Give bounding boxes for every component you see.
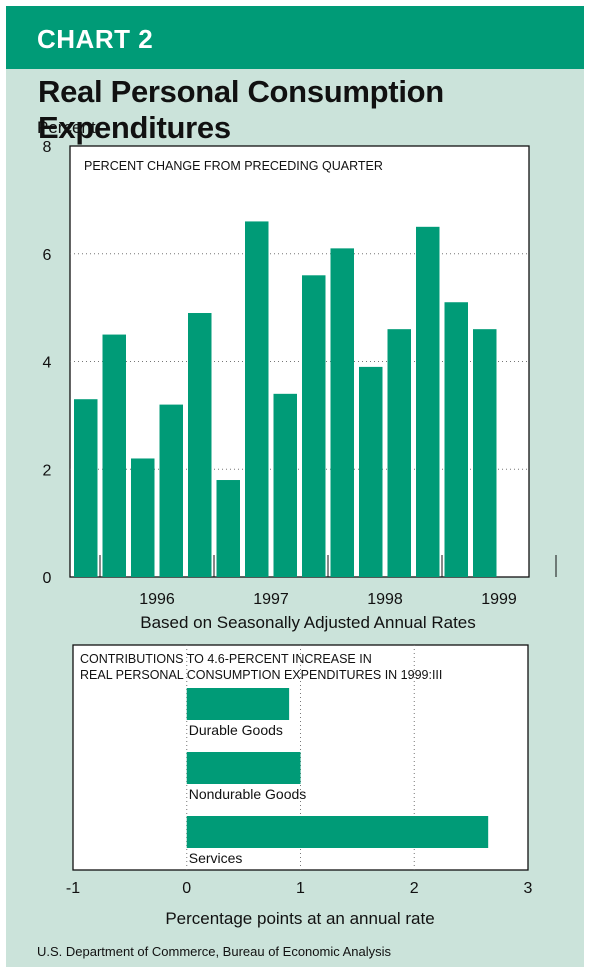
bar-1997:I bbox=[216, 480, 240, 577]
x-year-label: 1997 bbox=[253, 591, 289, 608]
bar-1999:II bbox=[473, 329, 497, 577]
bar-1995:IV bbox=[74, 399, 98, 577]
y-axis-unit-label: Percent bbox=[37, 118, 96, 137]
x-tick-label: 3 bbox=[524, 880, 533, 897]
x-year-label: 1996 bbox=[139, 591, 175, 608]
contributions-title: CONTRIBUTIONS TO 4.6-PERCENT INCREASE IN bbox=[80, 652, 372, 666]
bar-1999:I bbox=[444, 302, 468, 577]
x-tick-label: 0 bbox=[182, 880, 191, 897]
contributions-subtitle: REAL PERSONAL CONSUMPTION EXPENDITURES I… bbox=[80, 668, 442, 682]
bar-1996:I bbox=[102, 334, 126, 577]
x-year-label: 1998 bbox=[367, 591, 403, 608]
hbar-Nondurable Goods bbox=[186, 752, 301, 784]
hbar-Durable Goods bbox=[186, 688, 290, 720]
chart-subtitle: PERCENT CHANGE FROM PRECEDING QUARTER bbox=[84, 159, 383, 173]
chart-header-bar bbox=[6, 6, 584, 69]
y-tick-label: 2 bbox=[43, 462, 52, 479]
hbar-label: Nondurable Goods bbox=[189, 786, 307, 802]
y-tick-label: 0 bbox=[43, 570, 52, 587]
bar-1997:IV bbox=[302, 275, 326, 577]
hbar-Services bbox=[186, 816, 489, 848]
bar-1998:III bbox=[387, 329, 411, 577]
bar-1996:III bbox=[159, 404, 183, 577]
hbar-label: Services bbox=[189, 850, 243, 866]
chart-number-label: CHART 2 bbox=[37, 24, 154, 54]
source-note: U.S. Department of Commerce, Bureau of E… bbox=[37, 944, 392, 959]
bar-1997:II bbox=[245, 221, 269, 578]
x-axis-caption-contributions: Percentage points at an annual rate bbox=[165, 909, 434, 928]
x-year-label: 1999 bbox=[481, 591, 517, 608]
bar-1996:II bbox=[131, 458, 155, 577]
y-tick-label: 8 bbox=[43, 139, 52, 156]
y-tick-label: 6 bbox=[43, 247, 52, 264]
y-tick-label: 4 bbox=[43, 355, 52, 372]
hbar-label: Durable Goods bbox=[189, 722, 283, 738]
bar-1998:II bbox=[359, 366, 383, 577]
bar-1997:III bbox=[273, 393, 297, 577]
bar-1998:IV bbox=[416, 226, 440, 577]
x-tick-label: -1 bbox=[66, 880, 80, 897]
x-axis-caption: Based on Seasonally Adjusted Annual Rate… bbox=[140, 613, 476, 632]
x-tick-label: 2 bbox=[410, 880, 419, 897]
bar-1996:IV bbox=[188, 313, 212, 577]
x-tick-label: 1 bbox=[296, 880, 305, 897]
bar-1998:I bbox=[330, 248, 354, 578]
chart-title: Real Personal Consumption Expenditures bbox=[38, 74, 444, 145]
